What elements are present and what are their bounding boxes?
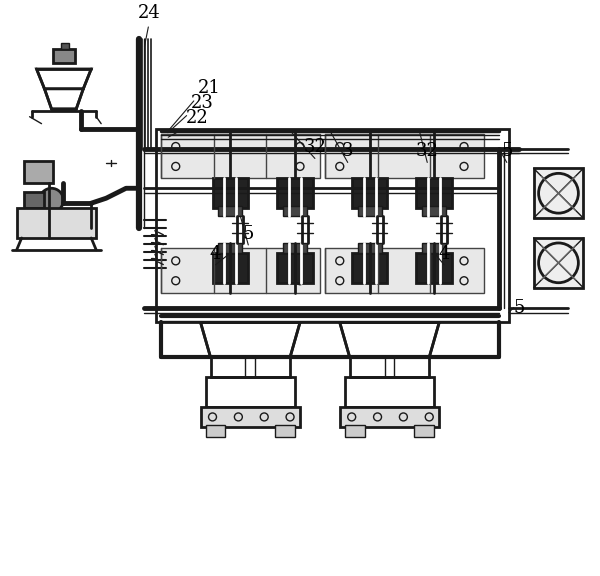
Bar [345,425,365,437]
Text: 5: 5 [242,225,254,243]
Bar [23,161,53,183]
Polygon shape [200,323,300,357]
Text: 5: 5 [514,298,525,317]
Bar [340,407,439,427]
Text: 4: 4 [439,245,450,263]
Bar [358,206,382,216]
Bar [211,357,290,377]
Polygon shape [44,89,83,109]
Bar [422,243,446,253]
Bar [53,49,76,63]
Bar [283,243,307,253]
Bar [533,168,583,218]
Bar [325,248,484,293]
Bar [161,134,320,179]
Text: 3: 3 [342,142,353,161]
Text: 5: 5 [501,142,512,161]
Bar [275,425,295,437]
Bar [283,206,307,216]
Bar [416,179,452,208]
Bar [212,179,248,208]
Text: 22: 22 [185,109,208,127]
Polygon shape [37,69,91,89]
Bar [352,179,388,208]
Bar [277,179,313,208]
Text: 24: 24 [137,4,160,22]
Bar [422,206,446,216]
Bar [218,243,242,253]
Bar [533,238,583,287]
Bar [156,128,509,323]
Bar [416,253,452,283]
Bar [358,243,382,253]
Text: 32: 32 [304,138,326,157]
Bar [277,253,313,283]
Text: 21: 21 [197,79,220,97]
Bar [206,425,226,437]
Bar [17,208,96,238]
Circle shape [40,188,64,212]
Bar [206,377,295,407]
Text: 23: 23 [191,94,214,112]
Bar [200,407,300,427]
Text: 4: 4 [210,245,221,263]
Bar [325,134,484,179]
Text: 32: 32 [416,142,439,161]
Bar [345,377,434,407]
Bar [352,253,388,283]
Bar [212,253,248,283]
Bar [218,206,242,216]
Bar [161,248,320,293]
Polygon shape [340,323,439,357]
Bar [350,357,429,377]
Bar [61,43,70,49]
Bar [415,425,434,437]
Bar [23,192,44,208]
